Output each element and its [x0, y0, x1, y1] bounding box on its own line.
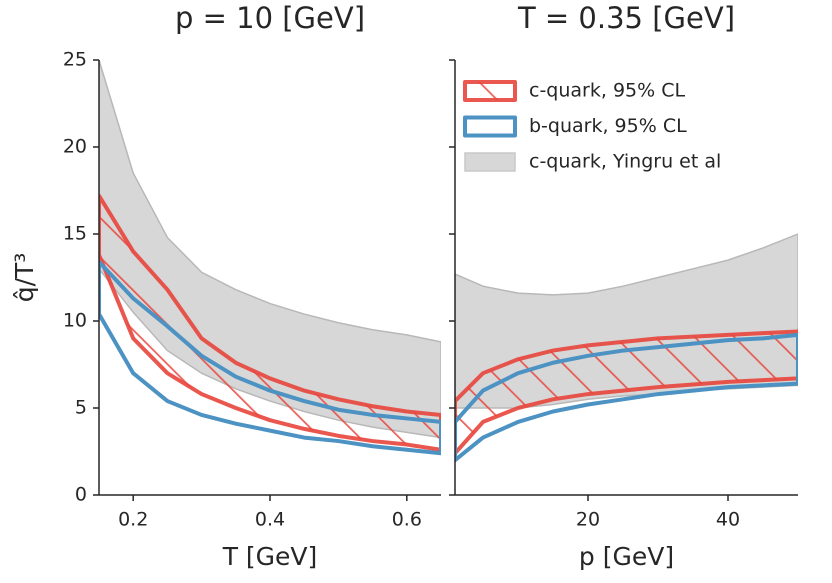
band: [455, 329, 798, 456]
x-tick-label: 0.4: [255, 509, 285, 531]
legend-swatch: [463, 80, 517, 102]
legend-label: c-quark, 95% CL: [529, 80, 685, 102]
x-tick-label: 40: [716, 509, 740, 531]
y-tick-label: 20: [63, 136, 87, 158]
x-tick-label: 0.6: [392, 509, 422, 531]
legend-label: c-quark, Yingru et al: [529, 151, 721, 173]
y-tick-label: 10: [63, 310, 87, 332]
plot-area: [99, 60, 441, 456]
x-axis-label: p [GeV]: [579, 542, 674, 571]
y-tick-label: 25: [63, 49, 87, 71]
x-tick-label: 0.2: [118, 509, 148, 531]
y-tick-label: 5: [75, 397, 87, 419]
y-axis-label: q̂/T³: [10, 253, 39, 303]
legend-label: b-quark, 95% CL: [529, 115, 687, 137]
band: [99, 259, 441, 456]
band: [99, 193, 441, 452]
band: [455, 332, 798, 463]
panel-title: T = 0.35 [GeV]: [517, 1, 735, 35]
y-tick-label: 15: [63, 223, 87, 245]
x-tick-label: 20: [576, 509, 600, 531]
y-tick-label: 0: [75, 484, 87, 506]
panel-title: p = 10 [GeV]: [175, 1, 365, 35]
plot-area: [455, 233, 798, 463]
legend-swatch: [463, 115, 517, 138]
legend-swatch: [464, 152, 516, 172]
x-axis-label: T [GeV]: [222, 542, 318, 571]
